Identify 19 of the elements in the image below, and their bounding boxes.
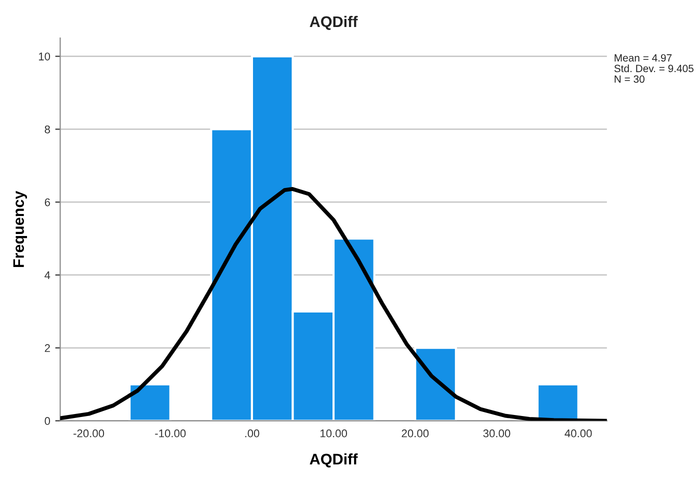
x-tick-label: .00 <box>245 429 260 438</box>
x-tick-label: -20.00 <box>74 429 104 438</box>
x-tick-label: 20.00 <box>402 429 429 438</box>
chart-title: AQDiff <box>310 16 358 30</box>
y-tick-label: 10 <box>38 52 50 60</box>
text: Std. Dev. = 9.405 <box>614 64 694 72</box>
x-tick-label: 30.00 <box>483 429 510 438</box>
y-tick-label: 4 <box>44 271 50 280</box>
x-axis-title: AQDiff <box>310 453 358 468</box>
text: N = 30 <box>614 75 644 83</box>
y-tick-label: 8 <box>44 125 50 134</box>
y-tick-label: 2 <box>44 344 50 352</box>
x-tick-label: 40.00 <box>564 429 592 438</box>
x-tick-label: -10.00 <box>155 429 186 438</box>
text: Mean = 4.97 <box>614 54 672 62</box>
x-tick-label: 10.00 <box>320 429 348 438</box>
y-axis-title: Frequency <box>13 190 28 268</box>
y-tick-label: 6 <box>44 198 50 206</box>
y-tick-label: 0 <box>44 417 50 425</box>
